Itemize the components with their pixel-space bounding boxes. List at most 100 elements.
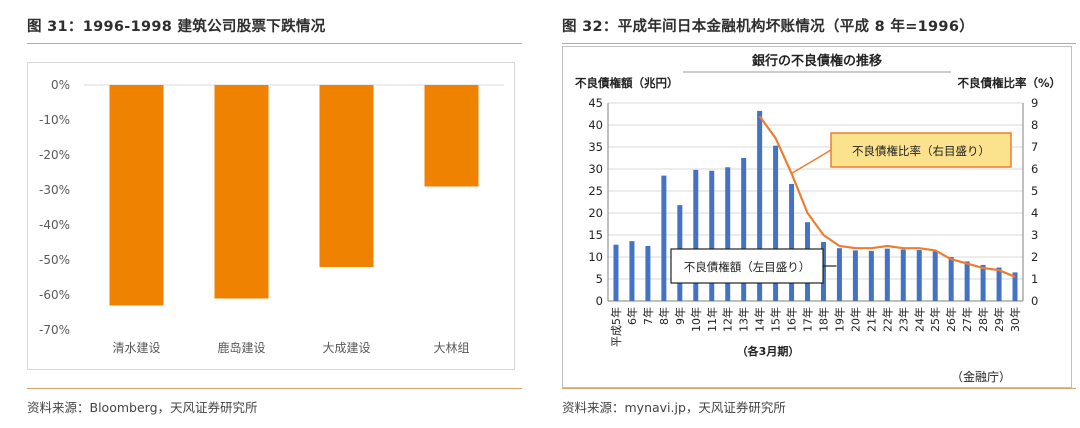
y-right-tick-label: 1 — [1031, 272, 1038, 286]
right-figure-title: 图 32：平成年间日本金融机构坏账情况（平成 8 年=1996） — [562, 19, 975, 35]
x-tick-label: 25年 — [928, 307, 942, 332]
right-chart-frame: 銀行の不良債権の推移 不良債権額（兆円） 不良債権比率（%） 0 5 10 15 20 25 30… — [562, 46, 1072, 388]
x-tick-label: 9年 — [673, 307, 687, 325]
bar — [693, 169, 699, 301]
x-tick-label: 10年 — [689, 307, 703, 332]
x-tick-label: 8年 — [657, 307, 671, 325]
x-tick-label: 23年 — [896, 307, 910, 332]
x-tick-label: 19年 — [832, 307, 846, 332]
bar — [773, 145, 779, 301]
y-left-tick-label: 35 — [588, 140, 603, 154]
y-tick-label: -30% — [39, 183, 70, 197]
y-right-tick-label: 2 — [1031, 250, 1038, 264]
y-left-tick-label: 30 — [588, 162, 603, 176]
left-source-text: 资料来源：Bloomberg，天风证券研究所 — [27, 400, 258, 415]
left-figure-title: 图 31：1996-1998 建筑公司股票下跌情况 — [27, 19, 326, 35]
x-tick-label: 14年 — [753, 307, 767, 332]
bar — [964, 261, 970, 301]
x-tick-label: 15年 — [769, 307, 783, 332]
bar — [725, 167, 731, 301]
y-left-tick-label: 45 — [588, 96, 603, 110]
bar — [1012, 272, 1018, 301]
y-right-tick-label: 7 — [1031, 140, 1038, 154]
x-axis-title: （各3月期） — [737, 344, 800, 358]
bar — [109, 85, 164, 306]
bar — [424, 85, 479, 187]
ratio-line — [758, 115, 1016, 278]
bar — [319, 85, 374, 267]
x-tick-label: 清水建设 — [112, 341, 160, 355]
y-tick-label: -50% — [39, 253, 70, 267]
y-tick-label: -40% — [39, 218, 70, 232]
y-right-tick-label: 0 — [1031, 294, 1038, 308]
bar — [884, 248, 890, 301]
bar — [629, 241, 635, 301]
bar — [661, 175, 667, 301]
bar — [948, 257, 954, 301]
amount-callout-box — [670, 248, 824, 284]
x-tick-label: 27年 — [960, 307, 974, 332]
bar — [709, 170, 715, 301]
y-tick-label: -10% — [39, 113, 70, 127]
left-chart-frame: 0% -10% -20% -30% -40% -50% -60% -70% 清水建设 鹿岛建设 大成… — [27, 62, 515, 370]
y-tick-label: -20% — [39, 148, 70, 162]
left-title-rule — [27, 43, 522, 44]
left-figure-panel: 图 31：1996-1998 建筑公司股票下跌情况 0% -10% -20% -30%… — [0, 0, 530, 428]
chart-source-note: （金融庁） — [951, 369, 1011, 384]
ratio-callout-label: 不良債権比率（右目盛り） — [852, 144, 990, 158]
bar — [900, 249, 906, 301]
right-title-rule — [562, 43, 1076, 44]
bar — [645, 246, 651, 301]
x-tick-label: 大林组 — [433, 341, 469, 355]
x-tick-label: 29年 — [992, 307, 1006, 332]
amount-callout-label: 不良債権額（左目盛り） — [684, 260, 811, 274]
x-tick-label: 26年 — [944, 307, 958, 332]
x-tick-label: 平成5年 — [609, 307, 623, 347]
y-tick-label: -60% — [39, 288, 70, 302]
bar — [789, 183, 795, 301]
ratio-callout-leader — [791, 149, 832, 175]
y-right-tick-label: 8 — [1031, 118, 1038, 132]
y-left-tick-label: 5 — [596, 272, 603, 286]
x-tick-label: 21年 — [864, 307, 878, 332]
x-tick-label: 24年 — [912, 307, 926, 332]
bar — [757, 110, 763, 301]
bar — [741, 158, 747, 301]
y-left-tick-label: 10 — [588, 250, 603, 264]
y-left-tick-label: 0 — [596, 294, 603, 308]
x-tick-label: 6年 — [625, 307, 639, 325]
x-tick-label: 17年 — [801, 307, 815, 332]
bar — [980, 264, 986, 301]
x-tick-label: 18年 — [816, 307, 830, 332]
y-right-tick-label: 3 — [1031, 228, 1038, 242]
y-tick-label: 0% — [51, 78, 70, 92]
y-right-tick-label: 4 — [1031, 206, 1038, 220]
y-left-tick-label: 20 — [588, 206, 603, 220]
right-source-rule — [562, 388, 1076, 389]
x-tick-label: 20年 — [848, 307, 862, 332]
y-axis-right-title: 不良債権比率（%） — [957, 76, 1061, 90]
y-right-tick-label: 5 — [1031, 184, 1038, 198]
bar — [852, 250, 858, 301]
bar — [214, 85, 269, 299]
bar — [868, 250, 874, 301]
x-tick-label: 16年 — [785, 307, 799, 332]
right-source-text: 资料来源：mynavi.jp，天风证券研究所 — [562, 400, 786, 415]
y-left-tick-label: 25 — [588, 184, 603, 198]
construction-stock-decline-chart: 0% -10% -20% -30% -40% -50% -60% -70% 清水建设 鹿岛建设 大成… — [39, 78, 504, 355]
bar — [932, 251, 938, 301]
y-left-tick-label: 40 — [588, 118, 603, 132]
x-tick-label: 7年 — [641, 307, 655, 325]
bar — [916, 249, 922, 301]
x-tick-label: 大成建设 — [322, 341, 370, 355]
x-tick-label: 12年 — [721, 307, 735, 332]
x-tick-label: 11年 — [705, 307, 719, 332]
chart-title: 銀行の不良債権の推移 — [752, 53, 882, 69]
y-axis-left-title: 不良債権額（兆円） — [575, 76, 679, 90]
x-tick-label: 22年 — [880, 307, 894, 332]
bar — [613, 244, 619, 301]
y-left-tick-label: 15 — [588, 228, 603, 242]
y-tick-label: -70% — [39, 323, 70, 337]
x-tick-label: 13年 — [737, 307, 751, 332]
